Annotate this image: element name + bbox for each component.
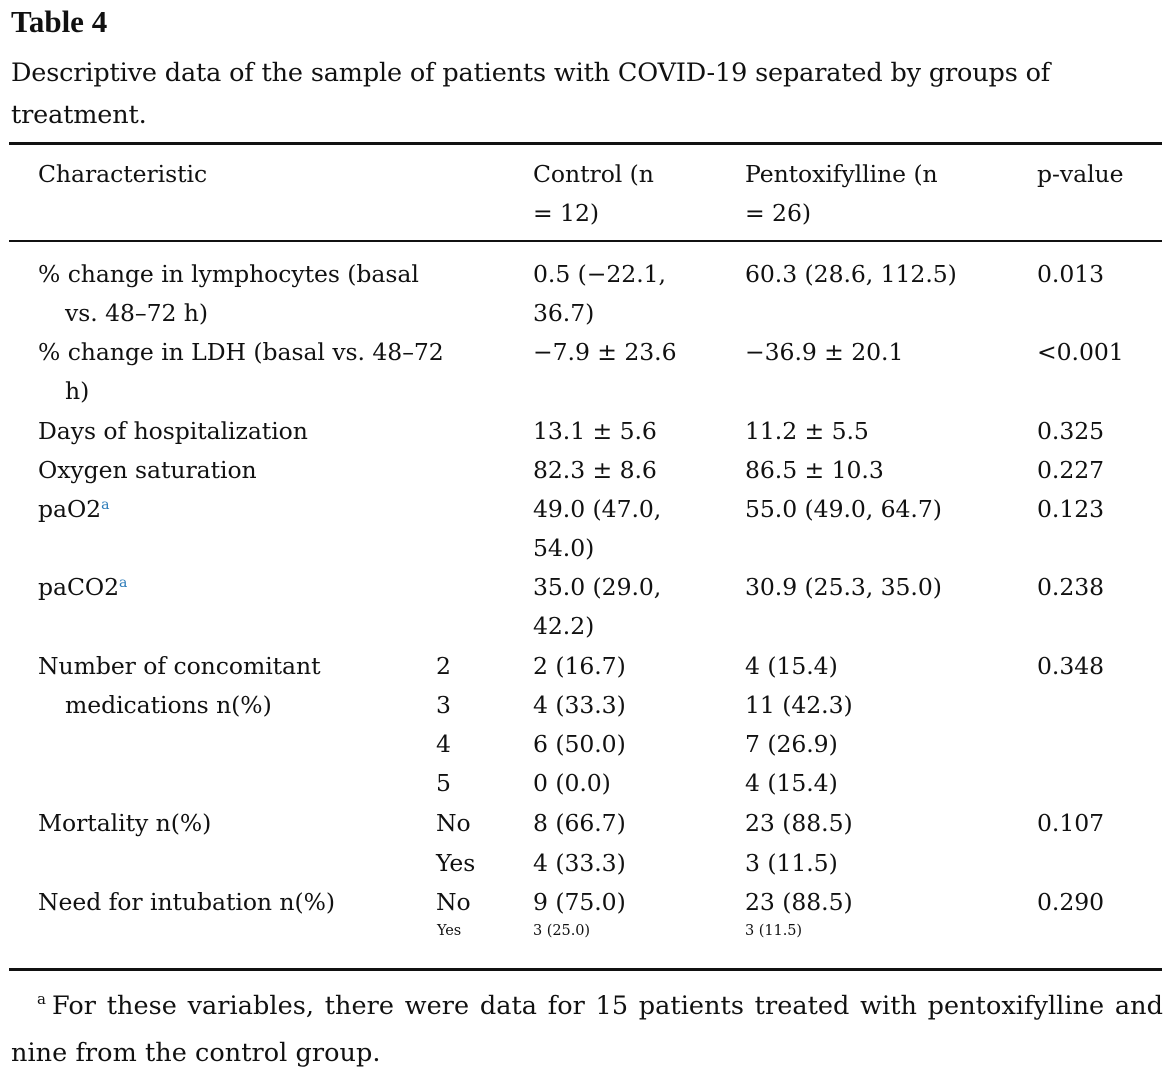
row-intubation-control: 3 (25.0) [533, 923, 591, 939]
row-ldh-control: −7.9 ± 23.6 [533, 338, 677, 366]
row-oxy-ptx: 86.5 ± 10.3 [745, 456, 884, 484]
row-pao2-control-cont: 54.0) [533, 534, 595, 562]
row-mortality-cat: No [436, 809, 471, 837]
table-footnote: a For these variables, there were data fo… [11, 984, 1163, 1075]
row-lymph-ptx: 60.3 (28.6, 112.5) [745, 260, 957, 288]
header-control-n: = 12) [533, 199, 599, 227]
row-meds-cat: 5 [436, 769, 451, 797]
row-oxy-control: 82.3 ± 8.6 [533, 456, 657, 484]
row-meds-ptx: 4 (15.4) [745, 652, 838, 680]
row-days-label: Days of hospitalization [38, 417, 308, 445]
row-paco2-label-text: paCO2 [38, 573, 120, 601]
row-oxy-label: Oxygen saturation [38, 456, 257, 484]
table-title: Table 4 [11, 4, 108, 39]
row-pao2-label: paO2a [38, 490, 109, 529]
row-days-control: 13.1 ± 5.6 [533, 417, 657, 445]
row-mortality-ptx: 3 (11.5) [745, 849, 838, 877]
row-lymph-p: 0.013 [1037, 260, 1105, 288]
row-mortality-control: 4 (33.3) [533, 849, 626, 877]
row-pao2-control: 49.0 (47.0, [533, 495, 662, 523]
row-paco2-p: 0.238 [1037, 573, 1105, 601]
row-ldh-label-cont: h) [65, 377, 90, 405]
row-days-p: 0.325 [1037, 417, 1105, 445]
row-mortality-label: Mortality n(%) [38, 809, 212, 837]
row-lymph-control: 0.5 (−22.1, [533, 260, 666, 288]
row-meds-control: 4 (33.3) [533, 691, 626, 719]
row-meds-label-cont: medications n(%) [65, 691, 272, 719]
header-rule [9, 240, 1162, 242]
row-pao2-ptx: 55.0 (49.0, 64.7) [745, 495, 942, 523]
row-intubation-cat: No [436, 888, 471, 916]
row-intubation-ptx: 23 (88.5) [745, 888, 853, 916]
row-ldh-ptx: −36.9 ± 20.1 [745, 338, 904, 366]
row-paco2-label: paCO2a [38, 568, 127, 607]
row-ldh-label: % change in LDH (basal vs. 48–72 [38, 338, 444, 366]
row-lymph-label: % change in lymphocytes (basal [38, 260, 419, 288]
header-pentoxifylline: Pentoxifylline (n [745, 160, 938, 188]
row-ldh-p: <0.001 [1037, 338, 1124, 366]
footnote-ref[interactable]: a [101, 497, 110, 513]
row-meds-p: 0.348 [1037, 652, 1105, 680]
row-intubation-control: 9 (75.0) [533, 888, 626, 916]
row-pao2-p: 0.123 [1037, 495, 1105, 523]
header-pvalue: p-value [1037, 160, 1124, 188]
row-meds-label: Number of concomitant [38, 652, 321, 680]
row-paco2-control: 35.0 (29.0, [533, 573, 662, 601]
table-caption: Descriptive data of the sample of patien… [11, 58, 1051, 130]
row-meds-ptx: 11 (42.3) [745, 691, 853, 719]
row-intubation-cat: Yes [437, 923, 462, 939]
header-pentoxifylline-n: = 26) [745, 199, 811, 227]
row-oxy-p: 0.227 [1037, 456, 1105, 484]
row-meds-cat: 2 [436, 652, 451, 680]
row-meds-control: 0 (0.0) [533, 769, 611, 797]
row-mortality-ptx: 23 (88.5) [745, 809, 853, 837]
row-intubation-p: 0.290 [1037, 888, 1105, 916]
row-mortality-control: 8 (66.7) [533, 809, 626, 837]
row-days-ptx: 11.2 ± 5.5 [745, 417, 869, 445]
row-lymph-control-cont: 36.7) [533, 299, 595, 327]
top-rule [9, 142, 1162, 145]
footnote-text: For these variables, there were data for… [11, 991, 1163, 1068]
row-meds-cat: 4 [436, 730, 451, 758]
row-meds-ptx: 7 (26.9) [745, 730, 838, 758]
row-intubation-ptx: 3 (11.5) [745, 923, 803, 939]
row-mortality-cat: Yes [436, 849, 476, 877]
header-control: Control (n [533, 160, 654, 188]
row-mortality-p: 0.107 [1037, 809, 1105, 837]
footnote-ref[interactable]: a [119, 575, 128, 591]
row-meds-control: 6 (50.0) [533, 730, 626, 758]
row-meds-cat: 3 [436, 691, 451, 719]
row-lymph-label-cont: vs. 48–72 h) [65, 299, 209, 327]
footnote-mark: a [37, 990, 46, 1008]
header-characteristic: Characteristic [38, 160, 208, 188]
row-paco2-ptx: 30.9 (25.3, 35.0) [745, 573, 942, 601]
row-intubation-label: Need for intubation n(%) [38, 888, 336, 916]
row-pao2-label-text: paO2 [38, 495, 102, 523]
row-meds-ptx: 4 (15.4) [745, 769, 838, 797]
row-meds-control: 2 (16.7) [533, 652, 626, 680]
bottom-rule [9, 968, 1162, 971]
row-paco2-control-cont: 42.2) [533, 612, 595, 640]
